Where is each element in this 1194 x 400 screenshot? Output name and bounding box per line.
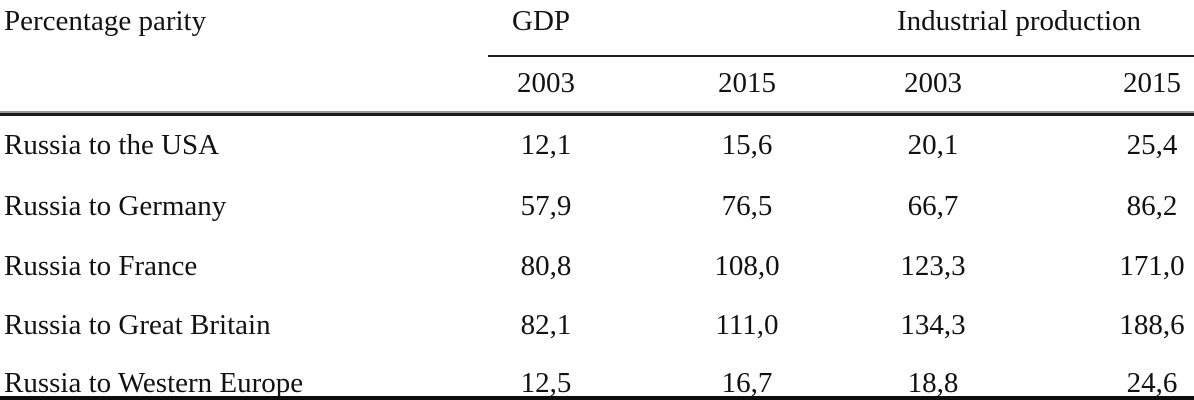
- row-label: Russia to Western Europe: [4, 367, 304, 399]
- cell-gdp-2003: 12,1: [520, 129, 572, 161]
- year-header-gdp-2015: 2015: [718, 67, 776, 99]
- header-divider: [0, 113, 1194, 116]
- cell-gdp-2015: 16,7: [721, 367, 773, 399]
- row-label: Russia to Germany: [4, 190, 227, 222]
- cell-ip-2015: 171,0: [1119, 250, 1185, 282]
- cell-ip-2015: 188,6: [1119, 309, 1185, 341]
- year-header-ip-2015: 2015: [1123, 67, 1181, 99]
- table-bottom-border: [0, 396, 1194, 400]
- cell-gdp-2015: 15,6: [721, 129, 773, 161]
- table-group-header-row: Percentage parity GDP Industrial product…: [0, 4, 1194, 40]
- cell-gdp-2003: 80,8: [520, 250, 572, 282]
- cell-gdp-2003: 57,9: [520, 190, 572, 222]
- corner-header: Percentage parity: [4, 5, 207, 37]
- table-year-header-row: 2003 2015 2003 2015: [0, 66, 1194, 102]
- cell-gdp-2003: 12,5: [520, 367, 572, 399]
- table-row: Russia to Great Britain 82,1 111,0 134,3…: [0, 308, 1194, 344]
- cell-gdp-2003: 82,1: [520, 309, 572, 341]
- row-label: Russia to France: [4, 250, 198, 282]
- cell-ip-2003: 134,3: [900, 309, 966, 341]
- row-label: Russia to Great Britain: [4, 309, 271, 341]
- cell-ip-2015: 86,2: [1126, 190, 1178, 222]
- group-header-industrial-production: Industrial production: [897, 5, 1142, 37]
- cell-ip-2003: 66,7: [907, 190, 959, 222]
- table-row: Russia to Western Europe 12,5 16,7 18,8 …: [0, 366, 1194, 400]
- cell-ip-2003: 18,8: [907, 367, 959, 399]
- group-header-divider: [488, 55, 1194, 57]
- cell-gdp-2015: 108,0: [714, 250, 780, 282]
- cell-gdp-2015: 111,0: [715, 309, 779, 341]
- table-row: Russia to the USA 12,1 15,6 20,1 25,4: [0, 128, 1194, 164]
- table-row: Russia to France 80,8 108,0 123,3 171,0: [0, 249, 1194, 285]
- year-header-ip-2003: 2003: [904, 67, 962, 99]
- group-header-gdp: GDP: [512, 5, 571, 37]
- cell-ip-2003: 20,1: [907, 129, 959, 161]
- table-row: Russia to Germany 57,9 76,5 66,7 86,2: [0, 189, 1194, 225]
- row-label: Russia to the USA: [4, 129, 220, 161]
- year-header-gdp-2003: 2003: [517, 67, 575, 99]
- cell-ip-2015: 25,4: [1126, 129, 1178, 161]
- cell-ip-2015: 24,6: [1126, 367, 1178, 399]
- cell-gdp-2015: 76,5: [721, 190, 773, 222]
- cell-ip-2003: 123,3: [900, 250, 966, 282]
